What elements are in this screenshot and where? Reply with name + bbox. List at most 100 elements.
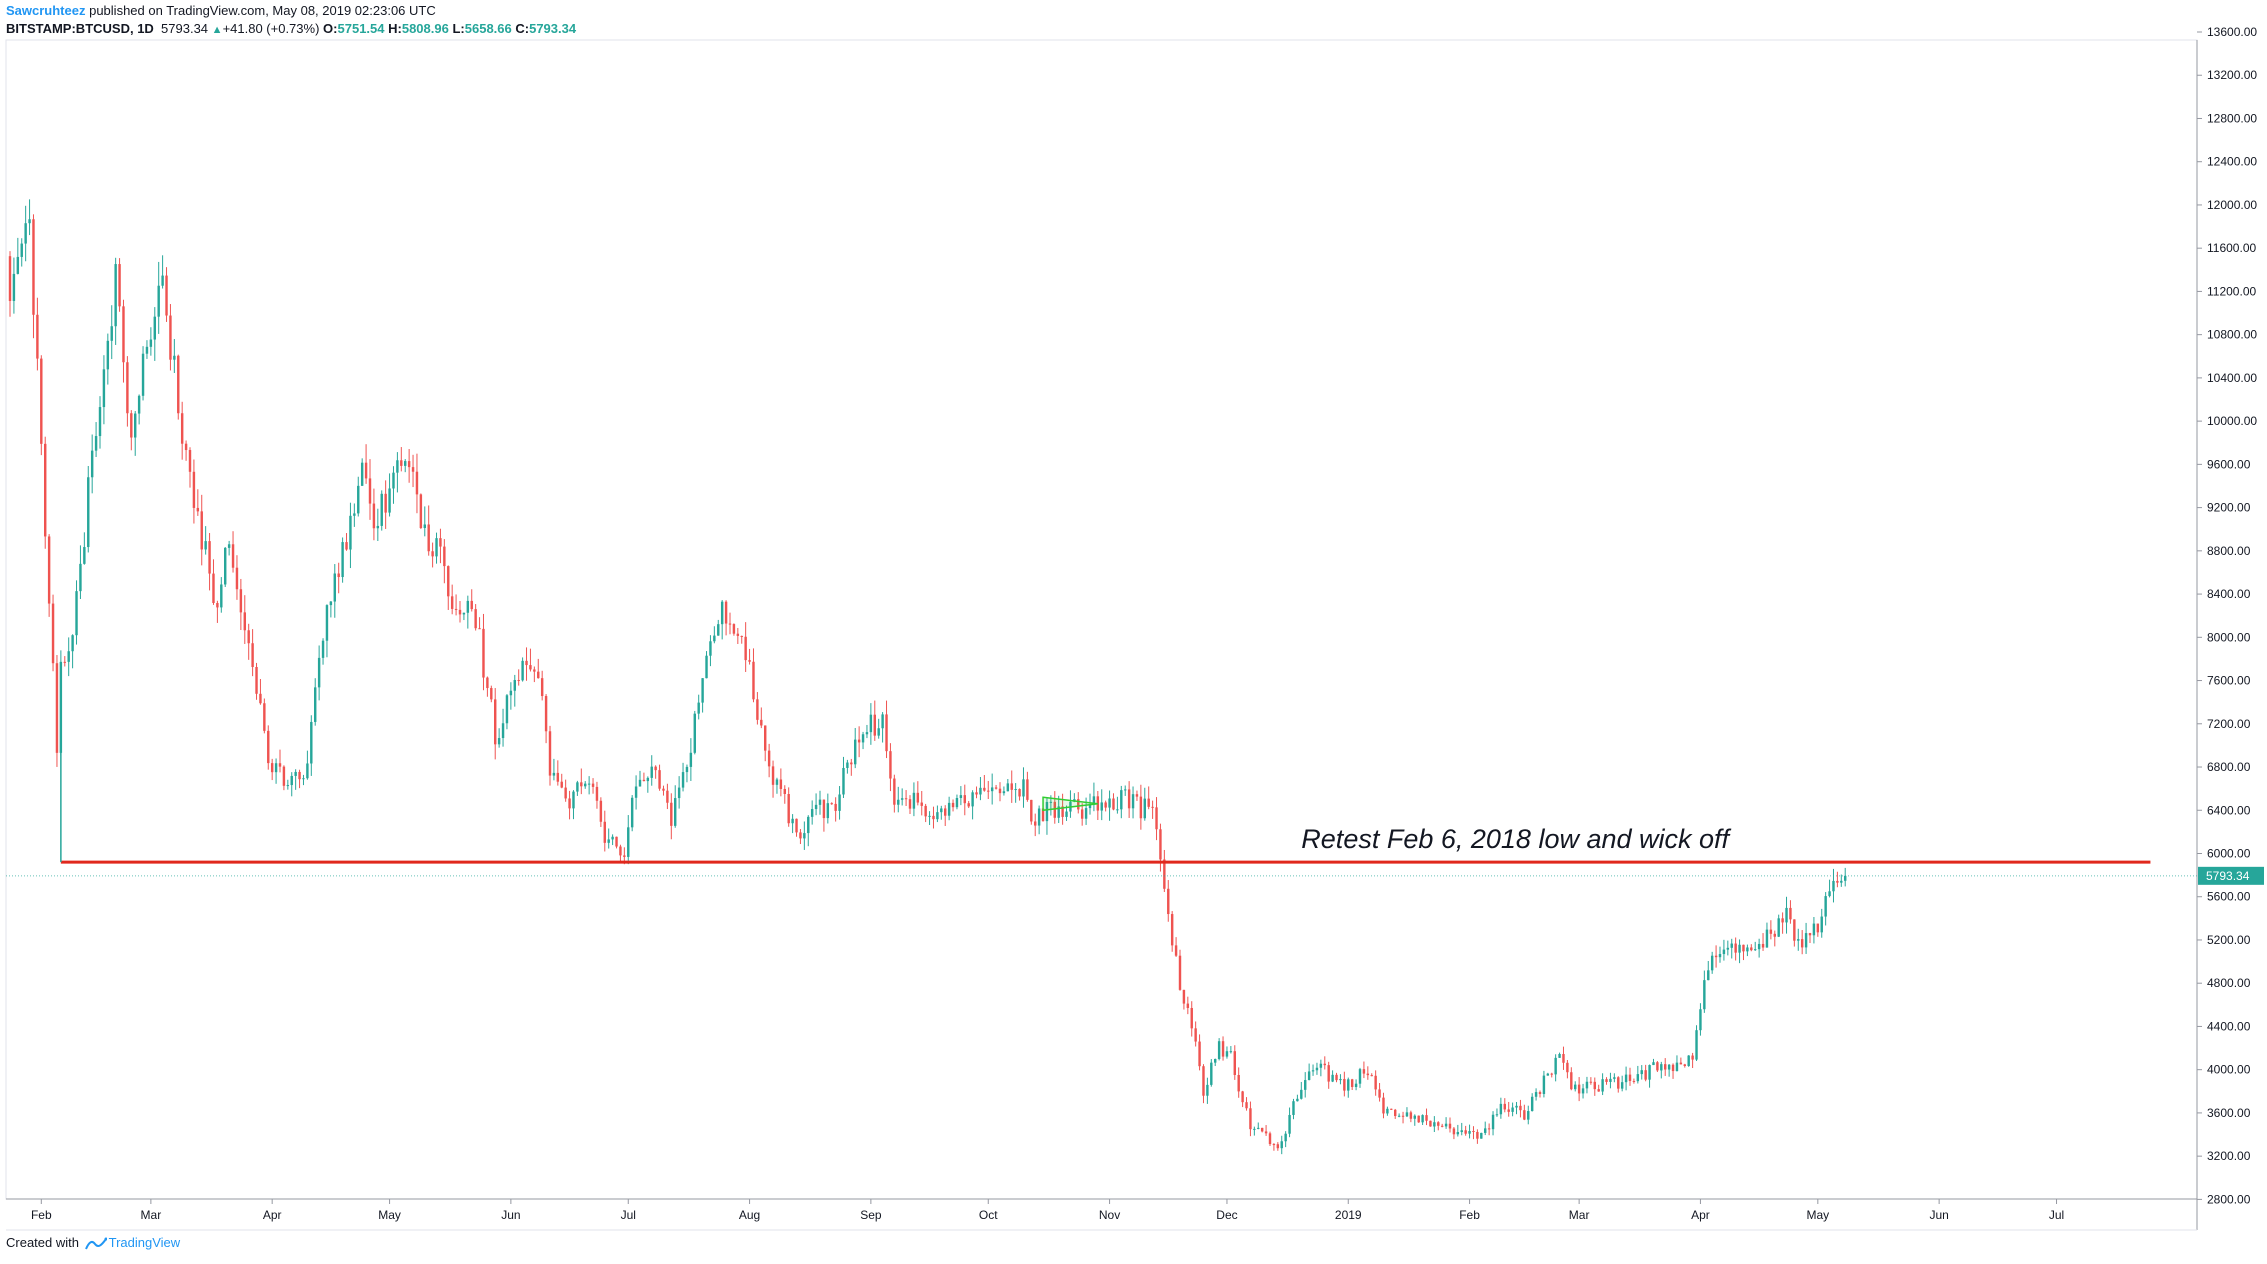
candle-body (540, 678, 544, 697)
candle-body (603, 821, 606, 843)
candle-body (1026, 779, 1029, 800)
price-tick-label: 3200.00 (2207, 1149, 2251, 1163)
candle-body (979, 787, 982, 795)
candle-body (1433, 1122, 1436, 1127)
candle-body (1366, 1073, 1370, 1076)
candle-body (1640, 1070, 1643, 1075)
candle-body (1194, 1028, 1197, 1042)
candle-body (118, 264, 121, 307)
time-axis[interactable]: Feb Mar Apr May Jun Jul Aug Sep Oct Nov Dec 2019 Feb… (31, 1199, 2064, 1222)
candle-body (1679, 1062, 1683, 1065)
candle-body (1636, 1074, 1640, 1082)
candle-body (1272, 1144, 1276, 1146)
candle-body (822, 799, 826, 819)
candle-body (1127, 789, 1131, 809)
price-tick-label: 12000.00 (2207, 198, 2257, 212)
candle-body (1378, 1089, 1381, 1098)
price-tick-label: 4800.00 (2207, 976, 2251, 990)
candle-body (36, 314, 39, 359)
candle-body (149, 339, 153, 347)
candle-body (1765, 929, 1769, 948)
candle-body (1010, 783, 1013, 790)
candle-body (1546, 1073, 1550, 1076)
candle-body (454, 608, 458, 610)
price-tick-label: 5600.00 (2207, 890, 2251, 904)
candle-body (846, 762, 849, 768)
candle-body (947, 802, 951, 816)
candle-body (466, 600, 470, 613)
candle-body (165, 275, 168, 316)
triangle-pattern[interactable] (1042, 796, 1098, 812)
candle-body (889, 751, 892, 779)
candle-body (227, 544, 231, 548)
candle-body (1664, 1064, 1667, 1070)
candle-body (1264, 1131, 1268, 1134)
candle-body (1734, 943, 1737, 953)
candle-body (501, 723, 505, 739)
candle-body (912, 792, 916, 809)
candle-body (12, 273, 16, 301)
candle-body (184, 443, 188, 451)
candle-body (795, 818, 798, 833)
candle-body (1241, 1091, 1244, 1103)
candle-body (877, 728, 880, 736)
candle-body (1527, 1111, 1530, 1120)
candle-body (1605, 1079, 1608, 1082)
candle-body (1464, 1130, 1467, 1134)
price-tick-label: 4000.00 (2207, 1063, 2251, 1077)
close-label: C: (515, 21, 530, 36)
time-tick-label: 2019 (1335, 1208, 1362, 1222)
candle-body (525, 660, 528, 666)
candle-body (1049, 801, 1053, 803)
candle-body (298, 771, 301, 780)
candle-body (1828, 891, 1831, 897)
candle-body (689, 752, 693, 767)
candle-body (838, 794, 841, 811)
candle-body (697, 702, 700, 714)
candle-body (537, 671, 540, 679)
candle-body (126, 362, 129, 414)
candle-body (302, 778, 305, 780)
candle-body (936, 812, 939, 820)
candle-body (670, 802, 673, 826)
candle-body (1225, 1051, 1229, 1057)
candle-body (799, 832, 802, 839)
candle-body (247, 630, 250, 644)
candle-body (1832, 880, 1835, 892)
candle-body (106, 340, 110, 370)
candle-body (1581, 1088, 1585, 1094)
candle-body (552, 772, 556, 776)
tradingview-brand-link[interactable]: TradingView (108, 1235, 181, 1250)
candle-body (713, 635, 716, 642)
annotation-text[interactable]: Retest Feb 6, 2018 low and wick off (1301, 824, 1731, 854)
author-link[interactable]: Sawcruhteez (6, 3, 86, 18)
candle-body (431, 551, 434, 557)
candle-body (932, 815, 935, 820)
candle-body (1159, 829, 1162, 860)
candle-body (1253, 1128, 1256, 1130)
time-tick-label: Dec (1216, 1208, 1237, 1222)
candle-body (587, 783, 591, 785)
candle-body (1460, 1130, 1463, 1133)
candle-body (1632, 1080, 1636, 1082)
candle-body (642, 779, 646, 782)
candle-body (235, 567, 239, 590)
candle-body (90, 450, 94, 478)
candle-body (990, 787, 994, 792)
symbol-label[interactable]: BITSTAMP:BTCUSD, 1D (6, 21, 154, 36)
candle-body (1601, 1079, 1604, 1092)
candle-body (893, 778, 896, 805)
price-tick-label: 5200.00 (2207, 933, 2251, 947)
candle-body (71, 635, 74, 652)
candle-body (1233, 1051, 1236, 1075)
candle-body (1108, 798, 1111, 808)
price-tick-label: 8400.00 (2207, 587, 2251, 601)
candle-body (1538, 1092, 1542, 1094)
candle-body (623, 855, 626, 857)
candle-body (1131, 794, 1135, 809)
candle-body (392, 472, 395, 489)
candle-body (494, 699, 497, 745)
candle-body (274, 763, 278, 773)
candle-body (239, 589, 243, 613)
